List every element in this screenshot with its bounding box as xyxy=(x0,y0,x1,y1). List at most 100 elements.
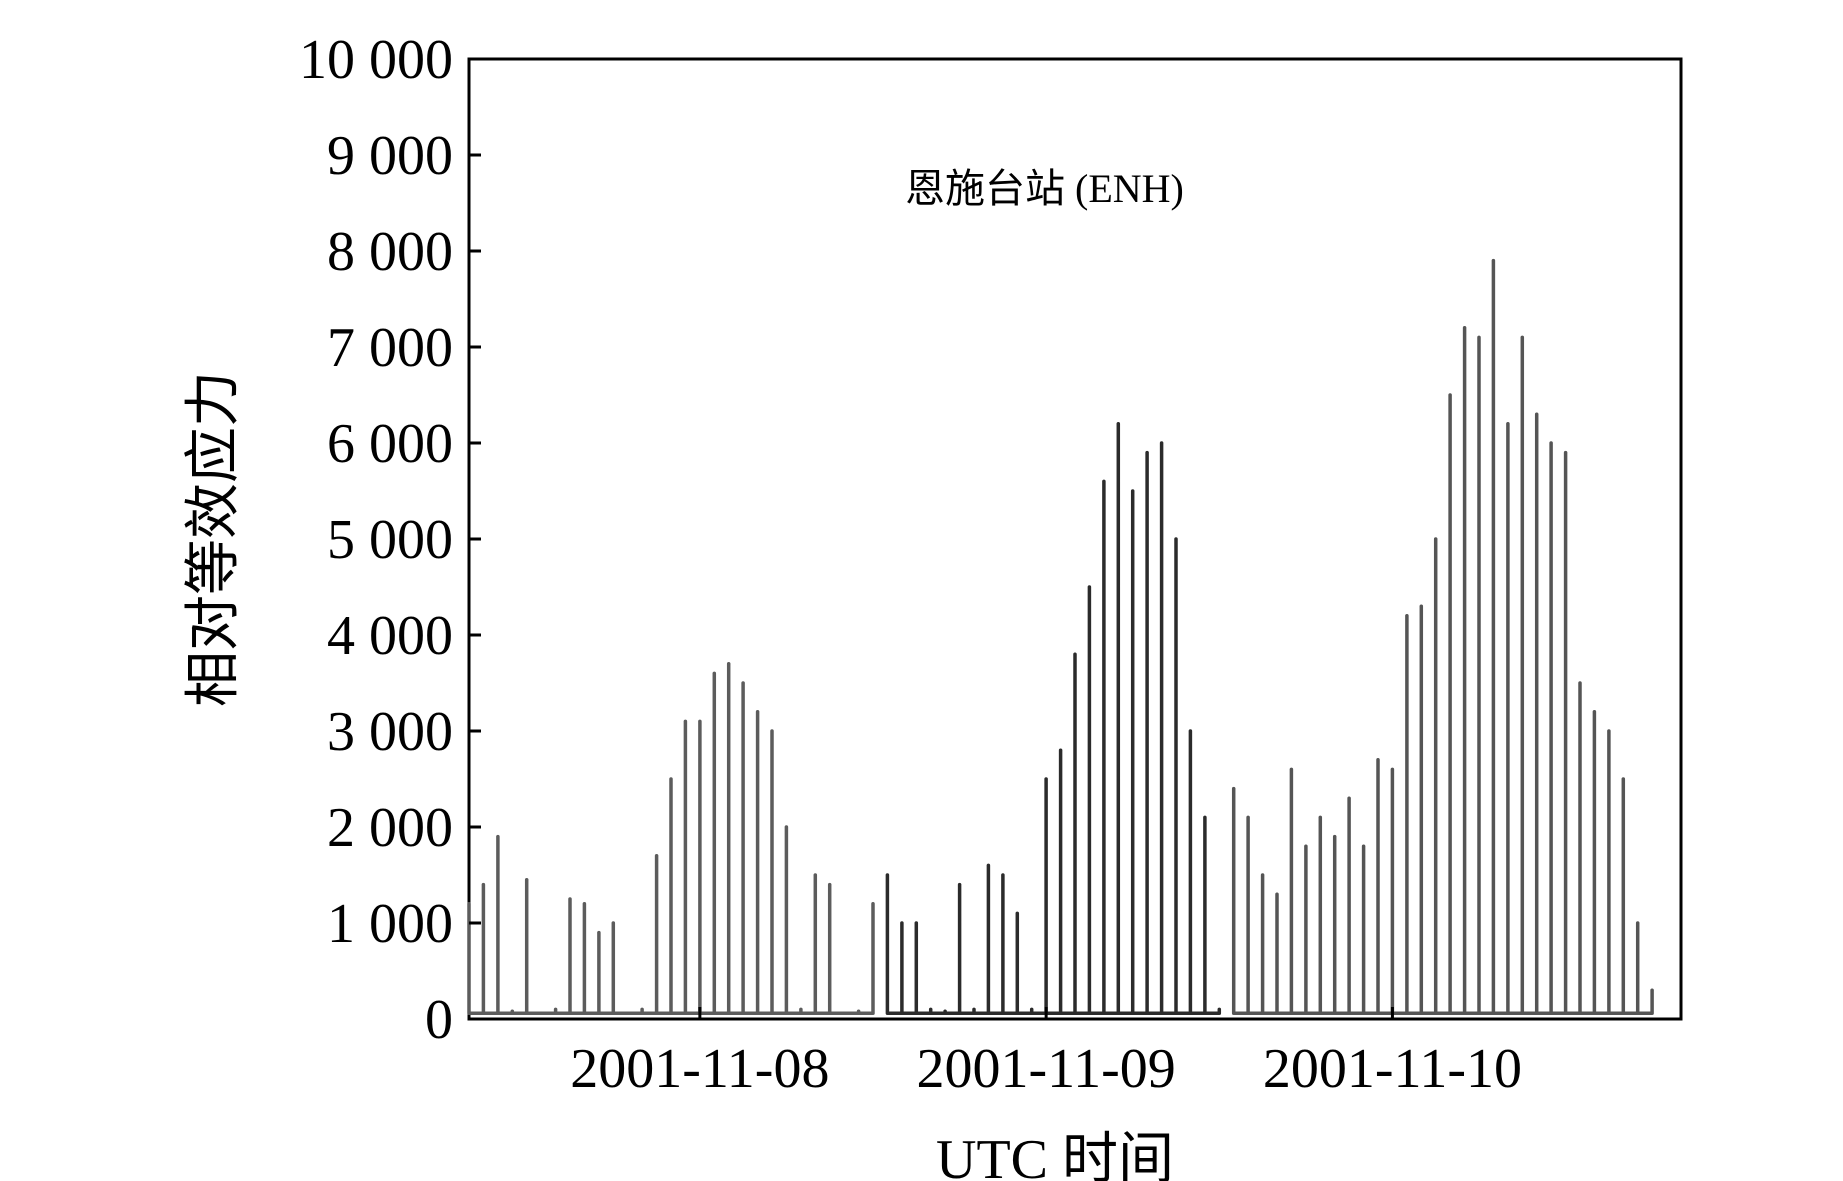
data-point xyxy=(1261,873,1265,877)
data-point xyxy=(1405,614,1409,618)
data-point xyxy=(655,854,659,858)
data-point xyxy=(1145,451,1149,455)
data-point xyxy=(986,863,990,867)
data-point xyxy=(756,710,760,714)
y-tick-label: 7 000 xyxy=(327,317,453,379)
data-point xyxy=(467,902,471,906)
data-point xyxy=(1419,604,1423,608)
data-point xyxy=(496,835,500,839)
data-point xyxy=(1116,422,1120,426)
data-point xyxy=(1160,441,1164,445)
data-point xyxy=(1044,777,1048,781)
data-point xyxy=(1592,710,1596,714)
data-point xyxy=(1650,988,1654,992)
data-point xyxy=(1549,441,1553,445)
data-point xyxy=(741,681,745,685)
data-point xyxy=(1390,767,1394,771)
y-tick-label: 10 000 xyxy=(299,29,453,91)
data-point xyxy=(958,883,962,887)
data-point xyxy=(1621,777,1625,781)
data-point xyxy=(799,1007,803,1011)
data-point xyxy=(1246,815,1250,819)
data-point xyxy=(1434,537,1438,541)
data-point xyxy=(1275,892,1279,896)
data-point xyxy=(1578,681,1582,685)
data-point xyxy=(1030,1007,1034,1011)
data-point xyxy=(857,1009,861,1013)
y-tick-label: 8 000 xyxy=(327,221,453,283)
series-2-line xyxy=(885,422,1222,1015)
y-tick-label: 0 xyxy=(425,989,453,1051)
data-point xyxy=(597,931,601,935)
x-axis: 2001-11-08 2001-11-09 2001-11-10 xyxy=(570,1007,1522,1100)
x-tick-label: 2001-11-10 xyxy=(1263,1038,1522,1100)
data-point xyxy=(582,902,586,906)
data-point xyxy=(1015,911,1019,915)
y-tick-label: 6 000 xyxy=(327,413,453,475)
y-tick-label: 5 000 xyxy=(327,509,453,571)
data-point xyxy=(1203,815,1207,819)
chart-annotation: 恩施台站 (ENH) xyxy=(905,166,1184,211)
x-axis-title: UTC 时间 xyxy=(936,1129,1174,1181)
series-layer xyxy=(467,258,1654,1015)
data-point xyxy=(1535,412,1539,416)
y-tick-label: 9 000 xyxy=(327,125,453,187)
data-point xyxy=(554,1007,558,1011)
data-point xyxy=(1477,335,1481,339)
data-point xyxy=(914,921,918,925)
data-point xyxy=(1564,451,1568,455)
data-point xyxy=(1073,652,1077,656)
data-point xyxy=(1188,729,1192,733)
data-point xyxy=(813,873,817,877)
data-point xyxy=(1636,921,1640,925)
y-axis: 0 1 000 2 000 3 000 4 000 5 000 6 000 7 000 8 00… xyxy=(299,29,481,1051)
data-point xyxy=(885,873,889,877)
data-point xyxy=(1362,844,1366,848)
y-tick-label: 1 000 xyxy=(327,893,453,955)
data-point xyxy=(871,902,875,906)
y-tick-label: 4 000 xyxy=(327,605,453,667)
data-point xyxy=(1217,1007,1221,1011)
x-tick-label: 2001-11-08 xyxy=(570,1038,829,1100)
series-3-line xyxy=(1231,258,1654,1015)
data-point xyxy=(698,719,702,723)
data-point xyxy=(640,1007,644,1011)
data-point xyxy=(1333,835,1337,839)
data-point xyxy=(712,671,716,675)
data-point xyxy=(1376,758,1380,762)
data-point xyxy=(784,825,788,829)
y-tick-label: 2 000 xyxy=(327,797,453,859)
data-point xyxy=(1131,489,1135,493)
data-point xyxy=(1304,844,1308,848)
data-point xyxy=(972,1007,976,1011)
data-point xyxy=(539,1011,543,1015)
data-point xyxy=(481,883,485,887)
data-point xyxy=(1506,422,1510,426)
data-point xyxy=(510,1009,514,1013)
data-point xyxy=(683,719,687,723)
data-point xyxy=(828,883,832,887)
data-point xyxy=(669,777,673,781)
data-point xyxy=(943,1009,947,1013)
data-point xyxy=(1059,748,1063,752)
data-point xyxy=(1232,787,1236,791)
data-point xyxy=(1318,815,1322,819)
y-axis-title: 相对等效应力 xyxy=(183,371,245,707)
data-point xyxy=(1174,537,1178,541)
data-point xyxy=(525,878,529,882)
data-point xyxy=(1520,335,1524,339)
data-point xyxy=(1001,873,1005,877)
data-point xyxy=(727,662,731,666)
data-point xyxy=(626,1011,630,1015)
data-point xyxy=(1463,326,1467,330)
data-point xyxy=(1607,729,1611,733)
data-point xyxy=(770,729,774,733)
data-point xyxy=(1491,259,1495,263)
series-1-line xyxy=(467,662,875,1015)
data-point xyxy=(1289,767,1293,771)
y-tick-label: 3 000 xyxy=(327,701,453,763)
data-point xyxy=(900,921,904,925)
data-point xyxy=(568,897,572,901)
x-tick-label: 2001-11-09 xyxy=(917,1038,1176,1100)
